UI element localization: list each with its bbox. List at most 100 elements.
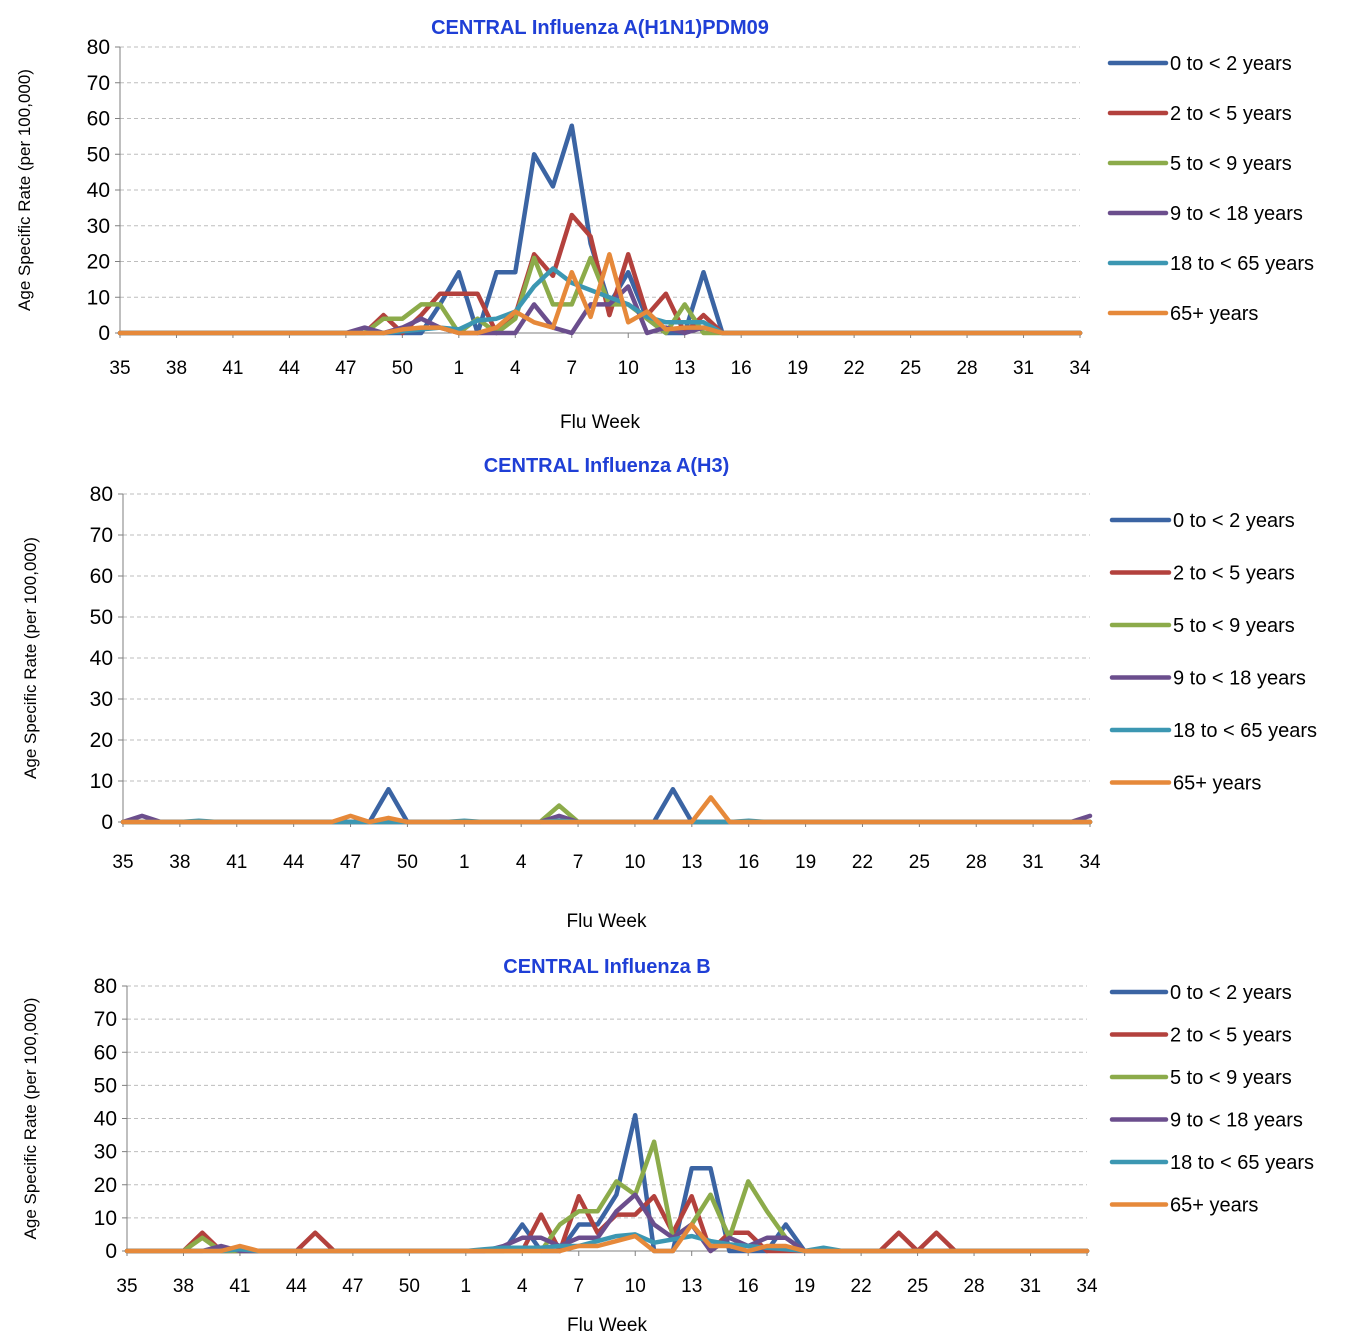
y-tick-label: 70 [87, 72, 110, 95]
y-tick-label: 20 [90, 729, 113, 752]
x-tick-label: 10 [618, 358, 639, 379]
x-tick-label: 34 [1076, 1276, 1098, 1297]
chart-panel-h3: CENTRAL Influenza A(H3) 0 10 20 30 40 50 60 70 80… [0, 445, 1346, 945]
x-tick-label: 4 [517, 1276, 528, 1297]
x-tick-label: 16 [738, 852, 759, 873]
y-tick-label: 40 [87, 179, 110, 202]
x-tick-label: 47 [335, 358, 356, 379]
y-tick-label: 20 [94, 1174, 117, 1197]
y-tick-label: 80 [90, 483, 113, 506]
x-tick-label: 47 [340, 852, 361, 873]
legend-label: 9 to < 18 years [1170, 1110, 1303, 1132]
y-tick-label: 30 [94, 1141, 117, 1164]
x-tick-label: 50 [392, 358, 413, 379]
x-tick-label: 1 [454, 358, 465, 379]
y-tick-label: 50 [90, 606, 113, 629]
x-tick-label: 7 [573, 852, 584, 873]
x-axis-label: Flu Week [567, 1315, 647, 1336]
x-tick-label: 50 [397, 852, 418, 873]
legend-label: 5 to < 9 years [1170, 153, 1292, 175]
x-tick-label: 44 [283, 852, 305, 873]
x-tick-label: 13 [674, 358, 695, 379]
legend-label: 2 to < 5 years [1170, 1025, 1292, 1047]
y-axis-label: Age Specific Rate (per 100,000) [21, 537, 40, 779]
legend-label: 9 to < 18 years [1173, 668, 1306, 690]
y-axis-label: Age Specific Rate (per 100,000) [15, 69, 34, 311]
x-tick-label: 35 [109, 358, 130, 379]
x-tick-label: 25 [900, 358, 921, 379]
x-tick-label: 34 [1079, 852, 1101, 873]
y-tick-label: 50 [87, 143, 110, 166]
x-tick-label: 22 [852, 852, 873, 873]
x-tick-label: 19 [787, 358, 808, 379]
legend-label: 65+ years [1170, 303, 1258, 325]
x-tick-label: 19 [794, 1276, 815, 1297]
x-axis-label: Flu Week [560, 412, 640, 433]
y-tick-label: 0 [98, 322, 110, 345]
x-tick-label: 1 [461, 1276, 472, 1297]
x-tick-label: 41 [226, 852, 247, 873]
x-tick-label: 13 [681, 1276, 702, 1297]
x-tick-label: 35 [112, 852, 133, 873]
chart-panel-h1n1: CENTRAL Influenza A(H1N1)PDM09 0 10 20 30 40 5… [0, 0, 1346, 445]
y-tick-label: 10 [90, 770, 113, 793]
y-tick-label: 0 [105, 1240, 117, 1263]
legend-label: 0 to < 2 years [1170, 982, 1292, 1004]
chart-b-svg: CENTRAL Influenza B 0 10 20 30 40 50 60 70 80 35 38… [21, 956, 1314, 1336]
x-tick-label: 41 [222, 358, 243, 379]
series-line-65-years [120, 795, 1093, 825]
x-tick-label: 38 [166, 358, 187, 379]
legend-label: 65+ years [1173, 773, 1261, 795]
chart-title: CENTRAL Influenza B [503, 956, 710, 978]
chart-h3-svg: CENTRAL Influenza A(H3) 0 10 20 30 40 50 60 70 80… [21, 455, 1317, 932]
x-tick-label: 25 [907, 1276, 928, 1297]
y-tick-label: 60 [94, 1041, 117, 1064]
x-tick-label: 44 [279, 358, 301, 379]
legend-label: 2 to < 5 years [1170, 103, 1292, 125]
x-tick-label: 28 [956, 358, 977, 379]
chart-h1n1-svg: CENTRAL Influenza A(H1N1)PDM09 0 10 20 30 40 5… [15, 17, 1314, 433]
series-line-0-to-2-years [117, 123, 1083, 336]
legend-label: 0 to < 2 years [1170, 53, 1292, 75]
y-tick-label: 80 [87, 36, 110, 59]
series-line-65-years [117, 252, 1083, 336]
x-tick-label: 28 [963, 1276, 984, 1297]
y-tick-label: 70 [90, 524, 113, 547]
x-tick-label: 38 [169, 852, 190, 873]
x-tick-label: 22 [844, 358, 865, 379]
y-tick-label: 70 [94, 1008, 117, 1031]
series-line-0-to-2-years [124, 1112, 1090, 1254]
y-tick-label: 60 [90, 565, 113, 588]
y-tick-label: 20 [87, 251, 110, 274]
legend-label: 18 to < 65 years [1170, 253, 1314, 275]
chart-title: CENTRAL Influenza A(H1N1)PDM09 [431, 17, 769, 39]
series-line-5-to-9-years [120, 803, 1093, 825]
x-tick-label: 7 [573, 1276, 584, 1297]
series-line-2-to-5-years [117, 212, 1083, 336]
x-tick-label: 1 [459, 852, 470, 873]
x-tick-label: 31 [1013, 358, 1034, 379]
legend-label: 18 to < 65 years [1173, 720, 1317, 742]
x-tick-label: 35 [116, 1276, 137, 1297]
y-tick-label: 50 [94, 1074, 117, 1097]
chart-panel-b: CENTRAL Influenza B 0 10 20 30 40 50 60 70 80 35 38… [0, 945, 1346, 1338]
x-tick-label: 44 [286, 1276, 308, 1297]
y-tick-label: 30 [90, 688, 113, 711]
x-axis-label: Flu Week [567, 911, 647, 932]
x-tick-label: 22 [851, 1276, 872, 1297]
x-tick-label: 16 [738, 1276, 759, 1297]
y-tick-label: 0 [101, 811, 113, 834]
y-tick-label: 80 [94, 975, 117, 998]
x-tick-label: 16 [731, 358, 752, 379]
x-tick-label: 7 [566, 358, 577, 379]
x-tick-label: 13 [681, 852, 702, 873]
x-tick-label: 31 [1020, 1276, 1041, 1297]
x-tick-label: 38 [173, 1276, 194, 1297]
series-line-5-to-9-years [124, 1139, 1090, 1254]
x-tick-label: 4 [510, 358, 521, 379]
x-tick-label: 4 [516, 852, 527, 873]
y-tick-label: 60 [87, 108, 110, 131]
legend-label: 2 to < 5 years [1173, 563, 1295, 585]
x-tick-label: 25 [909, 852, 930, 873]
series-line-65-years [124, 1222, 1090, 1254]
